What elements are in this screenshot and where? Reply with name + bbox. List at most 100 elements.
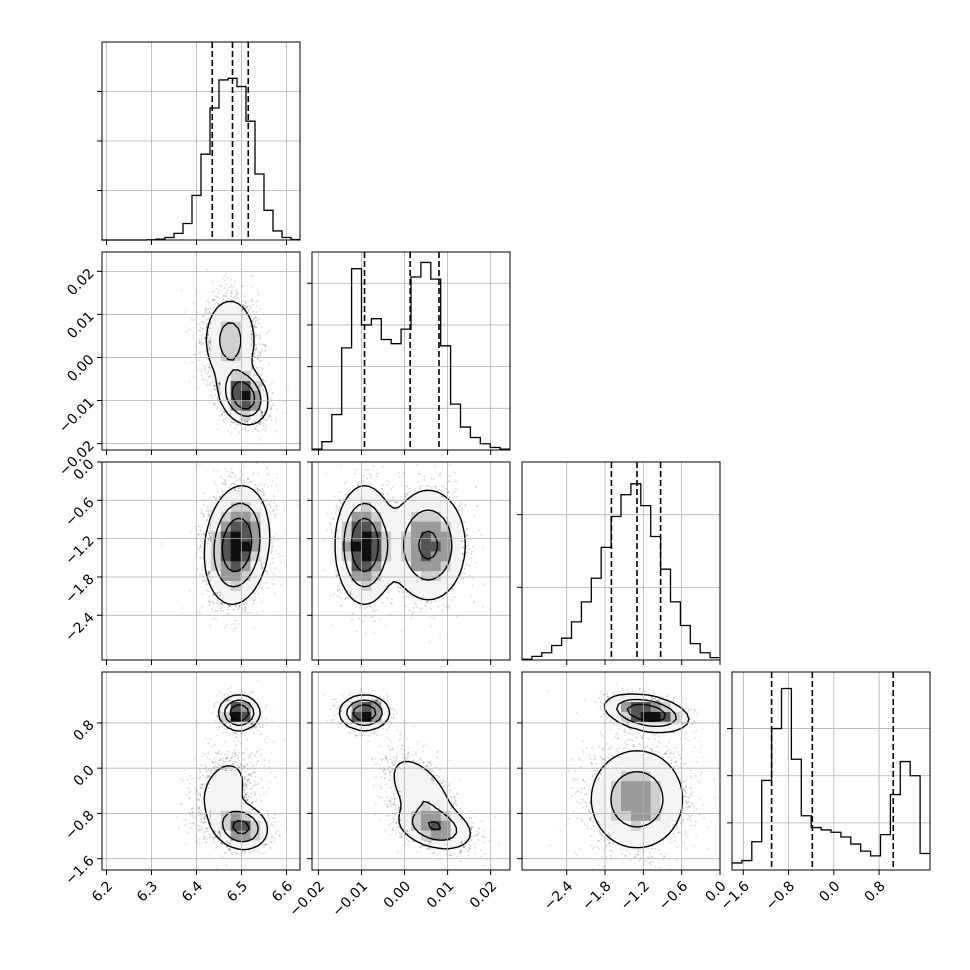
- sample-point: [258, 353, 261, 355]
- sample-point: [252, 274, 255, 277]
- sample-point: [259, 336, 261, 338]
- sample-point: [233, 421, 236, 423]
- sample-point: [284, 400, 287, 403]
- sample-point: [214, 497, 217, 500]
- sample-point: [196, 311, 199, 314]
- sample-point: [251, 298, 254, 301]
- sample-point: [212, 602, 215, 605]
- sample-point: [235, 297, 238, 300]
- sample-point: [218, 382, 221, 385]
- sample-point: [261, 388, 264, 391]
- sample-point: [247, 478, 250, 480]
- sample-point: [196, 387, 199, 390]
- density-cell: [210, 341, 222, 352]
- sample-point: [235, 292, 238, 294]
- sample-point: [200, 374, 203, 376]
- sample-point: [230, 298, 233, 301]
- sample-point: [254, 316, 257, 319]
- sample-point: [206, 589, 209, 592]
- sample-point: [211, 299, 214, 302]
- sample-point: [262, 428, 265, 430]
- sample-point: [264, 427, 267, 430]
- sample-point: [233, 629, 235, 632]
- sample-point: [207, 301, 210, 304]
- sample-point: [261, 412, 263, 414]
- sample-point: [207, 363, 210, 366]
- density-cell: [230, 380, 241, 391]
- sample-point: [221, 298, 224, 301]
- sample-point: [264, 349, 267, 352]
- sample-point: [250, 274, 253, 277]
- sample-point: [262, 344, 264, 346]
- sample-point: [220, 603, 223, 606]
- sample-point: [217, 302, 219, 305]
- sample-point: [280, 561, 282, 564]
- sample-point: [207, 572, 209, 575]
- sample-point: [275, 533, 277, 535]
- sample-point: [218, 382, 221, 384]
- sample-point: [188, 380, 191, 383]
- sample-point: [237, 490, 240, 492]
- sample-point: [200, 508, 203, 511]
- sample-point: [262, 490, 264, 493]
- sample-point: [259, 352, 262, 355]
- sample-point: [267, 417, 270, 419]
- sample-point: [230, 623, 233, 626]
- sample-point: [209, 579, 212, 582]
- sample-point: [217, 291, 220, 294]
- sample-point: [246, 420, 249, 423]
- sample-point: [261, 349, 263, 351]
- sample-point: [267, 473, 270, 476]
- sample-point: [233, 488, 236, 491]
- sample-point: [245, 602, 248, 604]
- sample-point: [200, 341, 203, 344]
- sample-point: [200, 343, 203, 346]
- sample-point: [253, 627, 256, 629]
- sample-point: [224, 479, 226, 482]
- sample-point: [243, 295, 246, 297]
- sample-point: [201, 378, 204, 380]
- sample-point: [232, 296, 235, 299]
- sample-point: [262, 500, 265, 503]
- sample-point: [208, 346, 211, 349]
- sample-point: [265, 419, 268, 421]
- sample-point: [193, 354, 195, 356]
- sample-point: [258, 334, 261, 337]
- sample-point: [199, 556, 202, 559]
- sample-point: [242, 466, 245, 469]
- sample-point: [244, 427, 247, 430]
- sample-point: [209, 384, 211, 386]
- sample-point: [259, 421, 261, 424]
- sample-point: [257, 472, 260, 475]
- sample-point: [201, 320, 204, 323]
- sample-point: [265, 581, 267, 584]
- sample-point: [239, 470, 242, 472]
- sample-point: [205, 509, 208, 512]
- sample-point: [260, 326, 263, 328]
- sample-point: [227, 297, 229, 300]
- sample-point: [205, 327, 208, 330]
- sample-point: [242, 441, 244, 443]
- density-cell: [220, 341, 231, 352]
- sample-point: [260, 373, 263, 376]
- sample-point: [254, 483, 257, 486]
- sample-point: [209, 327, 211, 330]
- sample-point: [270, 415, 272, 418]
- sample-point: [258, 490, 261, 492]
- sample-point: [260, 601, 263, 604]
- sample-point: [259, 366, 262, 369]
- sample-point: [255, 305, 258, 307]
- sample-point: [243, 299, 246, 302]
- sample-point: [213, 298, 216, 301]
- sample-point: [231, 421, 234, 423]
- sample-point: [243, 479, 245, 481]
- sample-point: [272, 578, 275, 581]
- sample-point: [208, 497, 211, 500]
- histogram-step: [102, 77, 300, 241]
- sample-point: [209, 352, 211, 355]
- sample-point: [208, 375, 211, 378]
- sample-point: [223, 275, 226, 277]
- panel-frame: [521, 461, 721, 661]
- sample-point: [287, 388, 289, 391]
- sample-point: [232, 482, 234, 485]
